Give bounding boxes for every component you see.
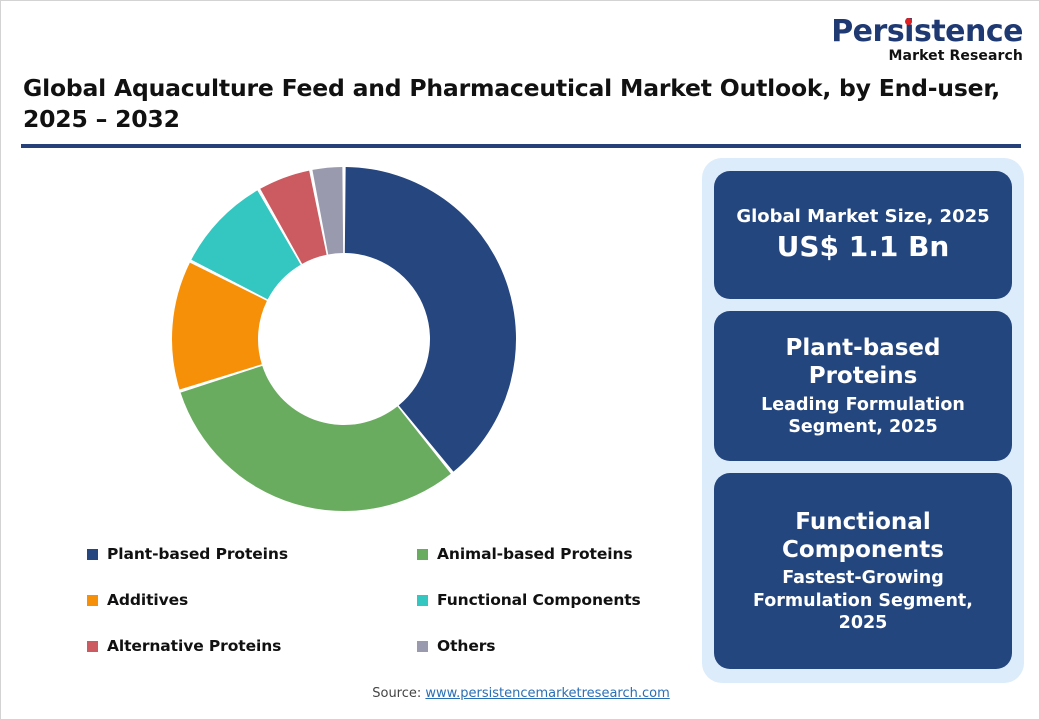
chart-legend: Plant-based Proteins Animal-based Protein… [87,531,687,669]
stat-card-fastest-growing-segment: Functional Components Fastest-Growing Fo… [714,473,1012,669]
page-title: Global Aquaculture Feed and Pharmaceutic… [23,74,1001,134]
legend-swatch-icon [417,548,428,560]
title-divider [21,144,1021,148]
stat-card-subtext: Leading Formulation Segment, 2025 [761,394,965,437]
legend-swatch-icon [417,594,428,606]
logo-tagline: Market Research [888,48,1023,64]
donut-slice [172,262,267,390]
legend-item-label: Others [437,637,496,655]
donut-slice [260,170,327,264]
legend-item: Additives [87,591,417,609]
donut-slice [180,365,451,512]
donut-slice [344,167,516,472]
legend-item-label: Functional Components [437,591,641,609]
legend-item-label: Plant-based Proteins [107,545,288,563]
logo-wordmark: Persistence [831,17,1023,47]
legend-item: Animal-based Proteins [417,545,687,563]
legend-item-label: Animal-based Proteins [437,545,633,563]
legend-item: Plant-based Proteins [87,545,417,563]
donut-chart [21,156,681,526]
stat-card-value: US$ 1.1 Bn [776,229,950,263]
legend-swatch-icon [417,640,428,652]
donut-slice [312,167,344,255]
logo-wordmark-text: Persistence [831,14,1023,49]
brand-logo: Persistence Market Research [823,17,1023,64]
stat-card-leading-segment: Plant-based Proteins Leading Formulation… [714,311,1012,461]
stats-panel: Global Market Size, 2025 US$ 1.1 Bn Plan… [702,158,1024,683]
source-link[interactable]: www.persistencemarketresearch.com [425,686,670,701]
stat-card-kicker: Global Market Size, 2025 [736,205,990,227]
logo-dot-icon [905,18,913,25]
source-label: Source: [372,686,426,701]
legend-item-label: Additives [107,591,189,609]
stat-card-headline: Functional Components [782,509,944,564]
legend-swatch-icon [87,548,98,560]
stat-card-headline: Plant-based Proteins [785,335,941,390]
stat-card-subtext: Fastest-Growing Formulation Segment, 202… [753,568,973,633]
legend-item: Others [417,637,687,655]
donut-slice-group [172,167,516,512]
legend-item: Alternative Proteins [87,637,417,655]
legend-item-label: Alternative Proteins [107,637,282,655]
stat-card-market-size: Global Market Size, 2025 US$ 1.1 Bn [714,171,1012,299]
donut-chart-svg [172,167,516,512]
legend-item: Functional Components [417,591,687,609]
source-footer: Source: www.persistencemarketresearch.co… [1,686,1039,701]
donut-slice [191,190,301,300]
legend-swatch-icon [87,640,98,652]
legend-swatch-icon [87,594,98,606]
